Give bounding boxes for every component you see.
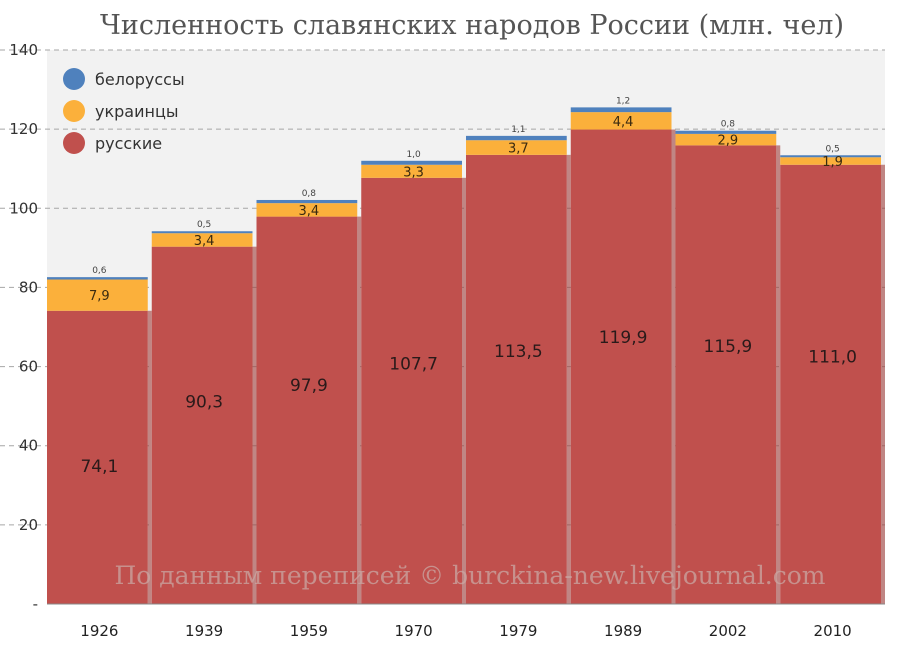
axes: - 20 40 60 80 100 120 140 1926 1939 1959 1970 1979 19… [9, 41, 885, 640]
data-labels: 74,1 7,9 0,6 90,3 3,4 0,5 97,9 3,4 0,8 107,7 3,3 1,… [80, 96, 857, 477]
label-russians: 111,0 [808, 347, 857, 367]
label-belarusians: 0,8 [721, 120, 736, 130]
bars [47, 107, 885, 605]
y-tick-label: 120 [9, 120, 38, 138]
bar-belarusians [256, 199, 358, 204]
x-tick-label: 1989 [604, 622, 642, 640]
y-tick-label: 80 [19, 278, 38, 296]
bar-separator [566, 154, 571, 604]
bar-separator [147, 310, 152, 604]
bar-russians [47, 310, 148, 604]
x-tick-label: 1926 [80, 622, 118, 640]
bar-russians [256, 216, 358, 605]
y-tick-label: 40 [19, 437, 38, 455]
x-tick-label: 1939 [185, 622, 223, 640]
bar-belarusians [675, 130, 777, 134]
legend-marker [63, 68, 85, 90]
bar-ukrainians [256, 203, 358, 217]
x-tick-label: 1979 [499, 622, 537, 640]
bar-separator [462, 177, 466, 604]
y-tick-label: - [33, 595, 38, 613]
label-ukrainians: 1,9 [822, 155, 843, 170]
bar-ukrainians [47, 279, 148, 311]
bar-separator [776, 145, 781, 605]
label-ukrainians: 3,4 [299, 204, 320, 219]
bar-russians [780, 164, 881, 604]
bar-ukrainians [780, 157, 881, 165]
label-belarusians: 0,5 [825, 144, 839, 154]
label-russians: 74,1 [80, 457, 118, 477]
bar-belarusians [570, 107, 672, 113]
bar-ukrainians [466, 140, 567, 155]
label-russians: 113,5 [494, 342, 543, 362]
legend-label: русские [95, 134, 162, 153]
bar-ukrainians [675, 133, 777, 146]
label-russians: 107,7 [389, 355, 438, 375]
bar-separator [357, 216, 362, 605]
label-belarusians: 1,2 [616, 96, 630, 106]
bar-separator [881, 164, 885, 604]
bar-russians [675, 145, 777, 605]
bar-separator [671, 129, 676, 604]
label-belarusians: 1,1 [511, 125, 525, 135]
legend-label: белоруссы [95, 70, 185, 89]
bar-belarusians [47, 277, 148, 280]
bar-russians [151, 246, 253, 605]
label-ukrainians: 2,9 [718, 134, 739, 149]
x-tick-label: 1959 [290, 622, 328, 640]
y-tick-label: 60 [19, 358, 38, 376]
legend-marker [63, 100, 85, 122]
label-russians: 115,9 [704, 337, 753, 357]
bar-belarusians [466, 135, 567, 141]
bar-belarusians [361, 160, 462, 165]
bar-ukrainians [361, 164, 462, 178]
x-tick-label: 2010 [814, 622, 852, 640]
bar-russians [570, 129, 672, 604]
label-ukrainians: 7,9 [89, 289, 110, 304]
label-russians: 90,3 [185, 392, 223, 412]
x-tick-label: 2002 [709, 622, 747, 640]
bar-ukrainians [151, 233, 253, 247]
label-ukrainians: 3,3 [403, 165, 424, 180]
label-ukrainians: 3,4 [194, 234, 215, 249]
watermark: По данным переписей © burckina-new.livej… [114, 561, 825, 590]
label-belarusians: 0,5 [197, 220, 211, 230]
bar-russians [466, 154, 567, 604]
label-russians: 97,9 [290, 376, 328, 396]
legend-label: украинцы [95, 102, 178, 121]
label-belarusians: 0,6 [92, 266, 107, 276]
y-tick-label: 100 [9, 199, 38, 217]
bar-belarusians [780, 155, 881, 158]
label-ukrainians: 3,7 [508, 142, 529, 157]
bar-ukrainians [570, 112, 672, 130]
x-tick-label: 1970 [395, 622, 433, 640]
label-belarusians: 0,8 [302, 189, 317, 199]
chart-title: Численность славянских народов России (м… [100, 10, 844, 41]
bar-russians [361, 177, 462, 604]
bar-separator [252, 246, 257, 605]
legend-marker [63, 132, 85, 154]
legend: белоруссы украинцы русские [63, 68, 185, 154]
label-ukrainians: 4,4 [613, 115, 634, 130]
bar-belarusians [151, 231, 253, 234]
label-russians: 119,9 [599, 328, 648, 348]
y-tick-label: 20 [19, 516, 38, 534]
y-tick-label: 140 [9, 41, 38, 59]
label-belarusians: 1,0 [406, 150, 421, 160]
